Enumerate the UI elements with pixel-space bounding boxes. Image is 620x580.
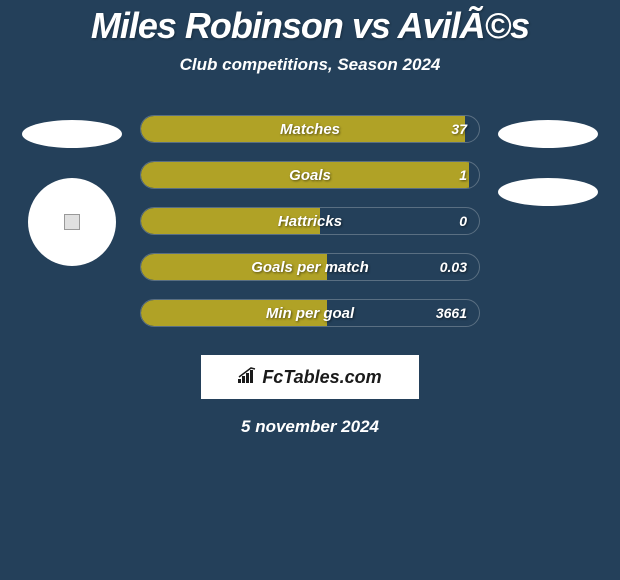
page-title: Miles Robinson vs AvilÃ©s	[0, 5, 620, 47]
stat-label: Matches	[141, 121, 479, 138]
logo-text: FcTables.com	[238, 367, 381, 388]
stat-bar-min-per-goal: Min per goal 3661	[140, 299, 480, 327]
avatar-placeholder-icon	[64, 214, 80, 230]
branding-logo[interactable]: FcTables.com	[201, 355, 419, 399]
page-subtitle: Club competitions, Season 2024	[0, 55, 620, 75]
stat-value: 3661	[436, 305, 467, 321]
stat-label: Min per goal	[141, 305, 479, 322]
stat-bar-hattricks: Hattricks 0	[140, 207, 480, 235]
player-right-column	[498, 115, 598, 206]
main-container: Miles Robinson vs AvilÃ©s Club competiti…	[0, 0, 620, 437]
player-left-avatar	[28, 178, 116, 266]
player-right-avatar-shape	[498, 178, 598, 206]
stat-bar-goals: Goals 1	[140, 161, 480, 189]
stat-label: Goals per match	[141, 259, 479, 276]
stat-value: 0	[459, 213, 467, 229]
player-right-name-shape	[498, 120, 598, 148]
logo-label: FcTables.com	[262, 367, 381, 388]
footer-date: 5 november 2024	[0, 417, 620, 437]
stat-bar-matches: Matches 37	[140, 115, 480, 143]
comparison-area: Matches 37 Goals 1 Hattricks 0 Goals per…	[0, 115, 620, 327]
stats-column: Matches 37 Goals 1 Hattricks 0 Goals per…	[140, 115, 480, 327]
stat-label: Goals	[141, 167, 479, 184]
chart-icon	[238, 367, 258, 388]
stat-value: 0.03	[440, 259, 467, 275]
stat-value: 37	[451, 121, 467, 137]
player-left-column	[22, 115, 122, 266]
stat-value: 1	[459, 167, 467, 183]
stat-label: Hattricks	[141, 213, 479, 230]
stat-bar-goals-per-match: Goals per match 0.03	[140, 253, 480, 281]
player-left-name-shape	[22, 120, 122, 148]
